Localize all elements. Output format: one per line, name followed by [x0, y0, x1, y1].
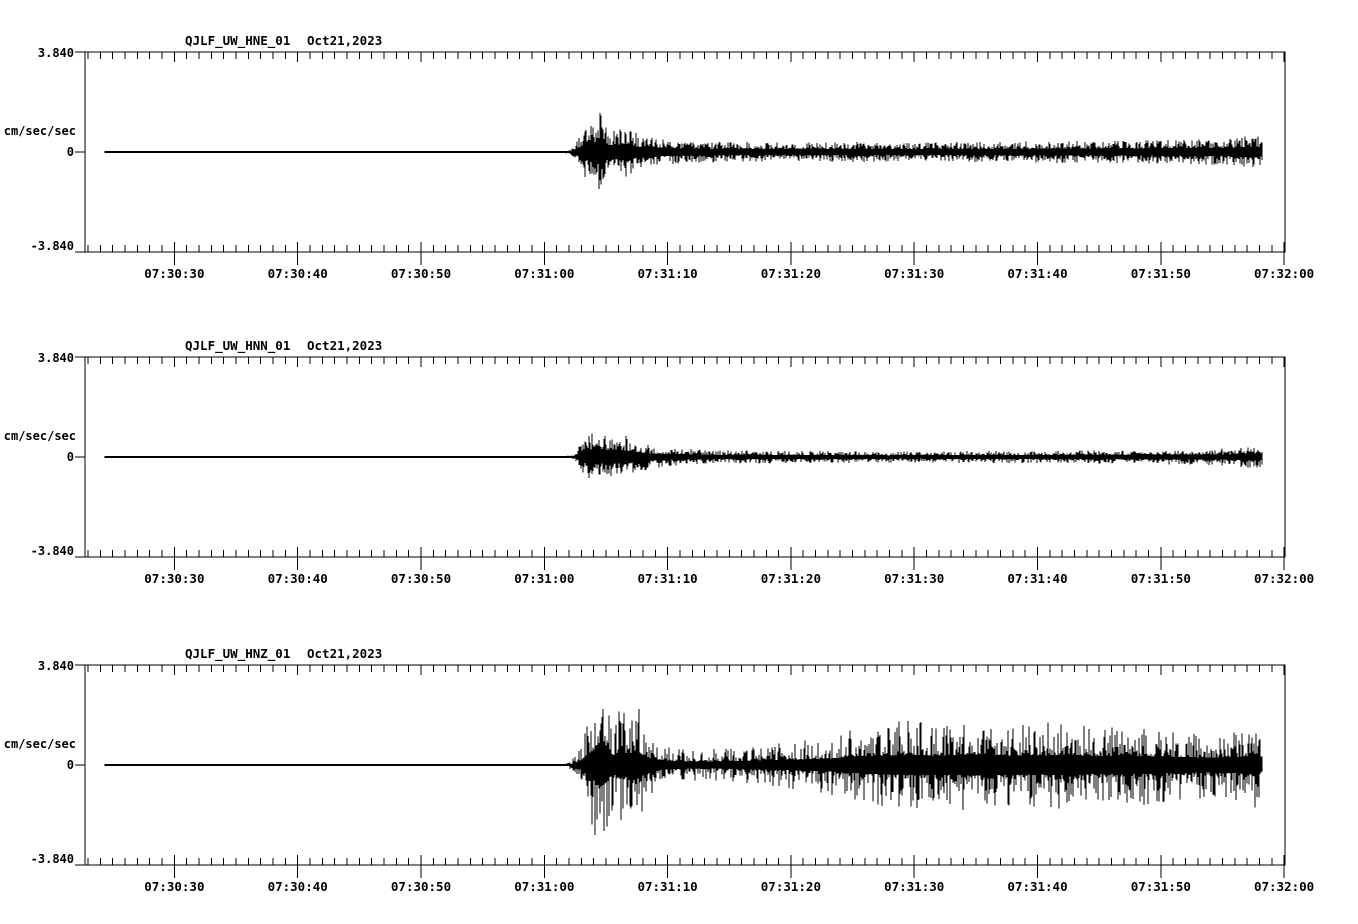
x-tick-label: 07:31:10 — [637, 266, 697, 281]
seismogram-panel-hnz: QJLF_UW_HNZ_01 Oct21,2023 3.840 cm/sec/s… — [0, 613, 1358, 913]
seismogram-panel-hnn: QJLF_UW_HNN_01 Oct21,2023 3.840 cm/sec/s… — [0, 305, 1358, 605]
station-label: QJLF_UW_HNE_01 — [185, 33, 290, 49]
x-tick-label: 07:31:00 — [514, 879, 574, 894]
y-tick-label-top: 3.840 — [38, 659, 74, 673]
date-label: Oct21,2023 — [307, 338, 382, 353]
y-tick-label-zero: 0 — [67, 145, 74, 159]
station-label: QJLF_UW_HNZ_01 — [185, 646, 290, 662]
y-tick-label-zero: 0 — [67, 450, 74, 464]
x-tick-label: 07:31:40 — [1007, 266, 1067, 281]
waveform-plot-hnz: QJLF_UW_HNZ_01 Oct21,2023 3.840 cm/sec/s… — [4, 646, 1314, 894]
axes-layer — [75, 664, 1286, 878]
x-tick-label: 07:31:40 — [1007, 879, 1067, 894]
x-tick-label: 07:31:50 — [1131, 571, 1191, 586]
x-tick-label: 07:31:30 — [884, 266, 944, 281]
y-axis-unit-label: cm/sec/sec — [4, 124, 76, 138]
x-tick-label: 07:31:00 — [514, 266, 574, 281]
y-value-ticks — [75, 51, 85, 253]
x-tick-label: 07:32:00 — [1254, 879, 1314, 894]
y-tick-label-top: 3.840 — [38, 351, 74, 365]
axes-layer — [75, 356, 1286, 570]
x-tick-label: 07:30:40 — [268, 571, 328, 586]
x-tick-label: 07:30:30 — [144, 266, 204, 281]
y-tick-label-bottom: -3.840 — [31, 852, 74, 866]
station-label: QJLF_UW_HNN_01 — [185, 338, 290, 354]
y-axis-unit-label: cm/sec/sec — [4, 429, 76, 443]
y-tick-label-bottom: -3.840 — [31, 544, 74, 558]
y-value-ticks — [75, 356, 85, 558]
waveform-plot-hnn: QJLF_UW_HNN_01 Oct21,2023 3.840 cm/sec/s… — [4, 338, 1314, 586]
x-tick-label: 07:32:00 — [1254, 266, 1314, 281]
y-value-ticks — [75, 664, 85, 866]
x-tick-label: 07:31:40 — [1007, 571, 1067, 586]
x-tick-label: 07:32:00 — [1254, 571, 1314, 586]
major-ticks — [173, 665, 1285, 878]
y-tick-label-top: 3.840 — [38, 46, 74, 60]
x-tick-label: 07:30:50 — [391, 266, 451, 281]
y-tick-label-bottom: -3.840 — [31, 239, 74, 253]
x-tick-labels-layer: 07:30:30 07:30:40 07:30:50 07:31:00 07:31:10… — [144, 571, 1314, 586]
x-tick-label: 07:30:40 — [268, 266, 328, 281]
y-axis-unit-label: cm/sec/sec — [4, 737, 76, 751]
x-tick-labels-layer: 07:30:30 07:30:40 07:30:50 07:31:00 07:31:10… — [144, 879, 1314, 894]
x-tick-label: 07:31:50 — [1131, 266, 1191, 281]
x-tick-label: 07:31:20 — [761, 571, 821, 586]
x-tick-label: 07:30:50 — [391, 571, 451, 586]
x-tick-label: 07:31:20 — [761, 266, 821, 281]
major-ticks — [173, 52, 1285, 265]
x-tick-label: 07:31:30 — [884, 879, 944, 894]
x-tick-label: 07:30:30 — [144, 879, 204, 894]
x-tick-label: 07:31:00 — [514, 571, 574, 586]
waveform-trace-hnz — [104, 708, 1263, 836]
x-tick-label: 07:30:50 — [391, 879, 451, 894]
x-tick-label: 07:31:10 — [637, 879, 697, 894]
x-tick-label: 07:30:30 — [144, 571, 204, 586]
seismogram-panel-hne: QJLF_UW_HNE_01 Oct21,2023 3.840 cm/sec/s… — [0, 0, 1358, 300]
x-tick-labels-layer: 07:30:30 07:30:40 07:30:50 07:31:00 07:31:10… — [144, 266, 1314, 281]
date-label: Oct21,2023 — [307, 646, 382, 661]
date-label: Oct21,2023 — [307, 33, 382, 48]
x-tick-label: 07:31:10 — [637, 571, 697, 586]
axes-layer — [75, 51, 1286, 265]
x-tick-label: 07:31:50 — [1131, 879, 1191, 894]
major-ticks — [173, 357, 1285, 570]
waveform-trace-hnn — [104, 433, 1263, 478]
waveform-trace-hne — [104, 113, 1263, 189]
x-tick-label: 07:31:30 — [884, 571, 944, 586]
waveform-plot-hne: QJLF_UW_HNE_01 Oct21,2023 3.840 cm/sec/s… — [4, 33, 1314, 281]
x-tick-label: 07:30:40 — [268, 879, 328, 894]
x-tick-label: 07:31:20 — [761, 879, 821, 894]
y-tick-label-zero: 0 — [67, 758, 74, 772]
